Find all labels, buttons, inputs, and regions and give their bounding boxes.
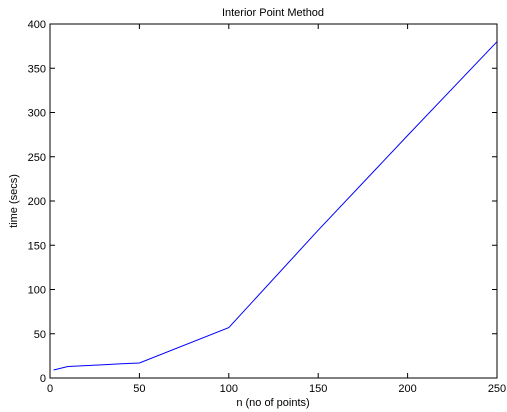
x-tick-label: 100 bbox=[220, 383, 238, 395]
y-tick-label: 250 bbox=[28, 152, 46, 164]
x-axis-label: n (no of points) bbox=[236, 397, 309, 409]
y-tick-label: 0 bbox=[40, 373, 46, 385]
chart-title: Interior Point Method bbox=[222, 7, 324, 19]
x-axis-ticks: 0 50 100 150 200 250 bbox=[47, 24, 506, 395]
y-tick-label: 300 bbox=[28, 108, 46, 120]
y-tick-label: 50 bbox=[34, 329, 46, 341]
y-tick-label: 200 bbox=[28, 196, 46, 208]
x-tick-label: 50 bbox=[133, 383, 145, 395]
series-layer bbox=[53, 41, 498, 371]
y-tick-label: 100 bbox=[28, 285, 46, 297]
x-tick-label: 150 bbox=[309, 383, 327, 395]
y-tick-label: 350 bbox=[28, 63, 46, 75]
y-tick-label: 400 bbox=[28, 19, 46, 31]
series-line bbox=[53, 41, 498, 371]
x-tick-label: 250 bbox=[488, 383, 506, 395]
y-axis-ticks: 0 50 100 150 200 250 300 350 400 bbox=[28, 19, 497, 385]
plot-area bbox=[49, 23, 498, 379]
y-axis-label: time (secs) bbox=[8, 174, 20, 228]
y-tick-label: 150 bbox=[28, 240, 46, 252]
x-tick-label: 0 bbox=[47, 383, 53, 395]
x-tick-label: 200 bbox=[398, 383, 416, 395]
